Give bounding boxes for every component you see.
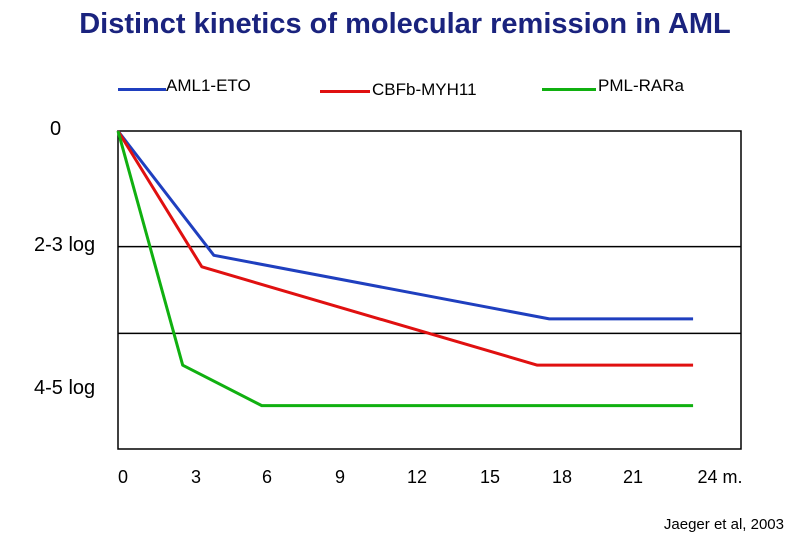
x-tick-label: 0 bbox=[117, 467, 129, 487]
x-tick-label: 9 bbox=[334, 467, 346, 487]
y-tick-label-4-5-log: 4-5 log bbox=[34, 377, 96, 399]
chart-title: Distinct kinetics of molecular remission… bbox=[79, 8, 731, 40]
legend-label-cbfb-myh11: CBFb-MYH11 bbox=[372, 80, 477, 99]
series-line-aml1-eto bbox=[116, 130, 694, 321]
legend-swatch-pml-rara bbox=[542, 88, 596, 91]
y-tick-label-0: 0 bbox=[50, 118, 62, 140]
y-tick-label-2-3-log: 2-3 log bbox=[34, 234, 96, 256]
x-tick-label: 6 bbox=[261, 467, 273, 487]
legend-swatch-cbfb-myh11 bbox=[320, 90, 370, 93]
x-tick-label: 3 bbox=[190, 467, 202, 487]
plot-frame bbox=[117, 130, 742, 450]
series-line-cbfb-myh11 bbox=[116, 130, 694, 367]
x-tick-label: 15 bbox=[479, 467, 501, 487]
legend-label-aml1-eto: AML1-ETO bbox=[166, 76, 251, 95]
source-citation: Jaeger et al, 2003 bbox=[663, 516, 784, 533]
series-line-pml-rara bbox=[116, 130, 694, 408]
x-tick-label: 21 bbox=[622, 467, 644, 487]
legend-item-aml1-eto: AML1-ETO bbox=[118, 76, 298, 102]
legend-swatch-aml1-eto bbox=[118, 88, 166, 91]
x-tick-label: 24 m. bbox=[697, 467, 743, 487]
legend-item-pml-rara: PML-RARa bbox=[542, 76, 722, 102]
legend-label-pml-rara: PML-RARa bbox=[598, 76, 684, 95]
x-tick-label: 18 bbox=[551, 467, 573, 487]
legend-item-cbfb-myh11: CBFb-MYH11 bbox=[320, 76, 520, 102]
x-tick-label: 12 bbox=[406, 467, 428, 487]
